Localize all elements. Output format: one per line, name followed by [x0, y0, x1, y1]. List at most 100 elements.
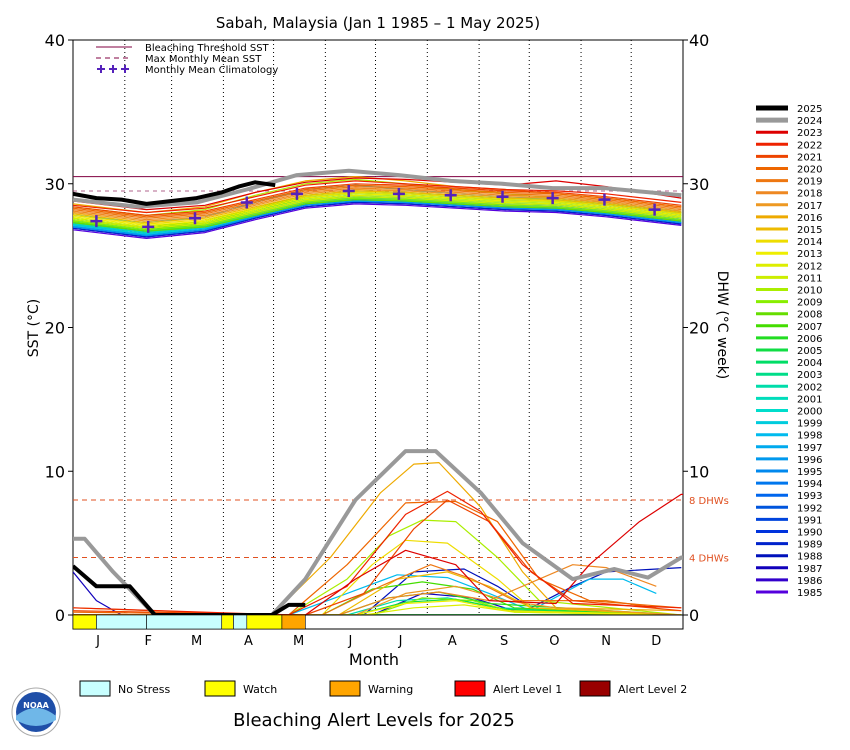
- alert-label-no_stress: No Stress: [118, 683, 171, 696]
- dhw-series-group: [73, 449, 683, 617]
- reference-lines: 8 DHWs 4 DHWs: [73, 176, 729, 565]
- dhw-line-2016: [73, 462, 682, 616]
- year-legend-label: 2012: [797, 261, 822, 272]
- legend-plus-icon: [109, 65, 117, 73]
- month-tick-label: N: [601, 634, 611, 649]
- y-axis-label: SST (°C): [26, 299, 42, 357]
- month-tick-label: S: [500, 634, 508, 649]
- climatology-marker: [496, 190, 509, 203]
- climatology-marker: [240, 196, 253, 209]
- y2-tick-label: 30: [689, 175, 709, 194]
- month-tick-label: A: [448, 634, 457, 649]
- alert-label-warning: Warning: [368, 683, 413, 696]
- month-tick-label: J: [398, 634, 403, 649]
- climatology-marker: [189, 212, 201, 225]
- y-tick-label: 10: [45, 462, 65, 481]
- year-legend-label: 2017: [797, 201, 822, 212]
- climatology-marker: [444, 189, 457, 202]
- x-axis-label: Month: [349, 650, 399, 669]
- sst-line-2023: [73, 177, 682, 211]
- year-legend-label: 1995: [797, 467, 822, 478]
- year-legend-label: 2021: [797, 152, 822, 163]
- year-legend-label: 1990: [797, 528, 822, 539]
- year-legend-label: 2014: [797, 237, 822, 248]
- month-tick-label: D: [651, 634, 661, 649]
- month-tick-label: M: [293, 634, 304, 649]
- year-legend-label: 2025: [797, 104, 822, 115]
- year-legend-label: 2000: [797, 407, 822, 418]
- alert-bar-segment-no_stress: [96, 614, 147, 630]
- month-grid: [124, 40, 632, 615]
- dhw-line-2022: [73, 490, 682, 616]
- year-legend-label: 2013: [797, 249, 822, 260]
- alert-bar-segment-watch: [72, 614, 97, 630]
- alert-swatch-alert1: [454, 680, 486, 697]
- sst-line-1985: [73, 203, 682, 239]
- legend-label: Monthly Mean Climatology: [145, 65, 278, 76]
- year-legend-label: 2018: [797, 189, 822, 200]
- year-legend-label: 1989: [797, 540, 822, 551]
- year-legend-label: 1986: [797, 576, 822, 587]
- alert-bar-segment-watch: [221, 614, 234, 630]
- dhw-line-2020: [73, 500, 682, 616]
- sst-line-2008: [73, 199, 682, 232]
- sst-line-2021: [73, 183, 682, 216]
- climatology-marker: [290, 187, 303, 200]
- climatology-marker: [392, 187, 405, 200]
- year-legend-label: 2002: [797, 382, 822, 393]
- year-legend-label: 1992: [797, 503, 822, 514]
- year-legend-label: 2023: [797, 128, 822, 139]
- sst-series-group: [73, 168, 682, 239]
- chart-title: Sabah, Malaysia (Jan 1 1985 – 1 May 2025…: [216, 14, 540, 32]
- alert-level-legend: No Stress Watch Warning Alert Level 1 Alert …: [79, 680, 687, 697]
- year-legend-label: 1999: [797, 419, 822, 430]
- dhw-reference-label: 8 DHWs: [689, 496, 729, 507]
- month-tick-label: A: [244, 634, 253, 649]
- y2-tick-label: 0: [689, 606, 699, 625]
- y-tick-label: 20: [45, 319, 65, 338]
- year-legend-label: 1994: [797, 479, 822, 490]
- legend-plus-icon: [97, 65, 105, 73]
- month-tick-label: O: [549, 634, 559, 649]
- footer-title: Bleaching Alert Levels for 2025: [233, 710, 515, 731]
- y2-axis-label: DHW (°C week): [714, 271, 730, 380]
- climatology-marker: [142, 220, 155, 233]
- sst-line-2022: [73, 180, 682, 214]
- dhw-line-2023: [73, 493, 683, 616]
- dhw-line-2021: [73, 499, 682, 616]
- alert-label-alert2: Alert Level 2: [618, 683, 687, 696]
- year-legend-label: 2010: [797, 286, 822, 297]
- sst-line-2025: [73, 180, 276, 206]
- year-legend-label: 2008: [797, 310, 822, 321]
- year-legend-label: 1987: [797, 564, 822, 575]
- climatology-marker: [342, 184, 355, 197]
- year-legend-label: 2016: [797, 213, 822, 224]
- year-legend-label: 2009: [797, 298, 822, 309]
- dhw-line-2010: [73, 519, 682, 616]
- year-legend-label: 1998: [797, 431, 822, 442]
- alert-swatch-watch: [204, 680, 236, 697]
- climatology-marker: [598, 193, 611, 206]
- climatology-markers: [90, 184, 661, 233]
- climatology-marker: [546, 192, 559, 205]
- month-tick-label: F: [144, 634, 151, 649]
- year-legend-label: 2024: [797, 116, 822, 127]
- noaa-logo-text: NOAA: [23, 701, 49, 710]
- y2-tick-label: 10: [689, 462, 709, 481]
- alert-bar-segment-no_stress: [233, 614, 248, 630]
- year-legend-label: 2022: [797, 140, 822, 151]
- climatology-marker: [648, 203, 661, 216]
- alert-label-alert1: Alert Level 1: [493, 683, 562, 696]
- alert-swatch-no_stress: [79, 680, 111, 697]
- legend-label: Bleaching Threshold SST: [145, 43, 270, 54]
- y2-tick-label: 20: [689, 319, 709, 338]
- climatology-marker: [90, 215, 103, 228]
- year-legend-label: 2020: [797, 165, 822, 176]
- year-legend-label: 2011: [797, 273, 822, 284]
- year-legend-label: 1996: [797, 455, 822, 466]
- y-tick-label: 40: [45, 31, 65, 50]
- year-legend-label: 2007: [797, 322, 822, 333]
- alert-bar-segment-no_stress: [146, 614, 223, 630]
